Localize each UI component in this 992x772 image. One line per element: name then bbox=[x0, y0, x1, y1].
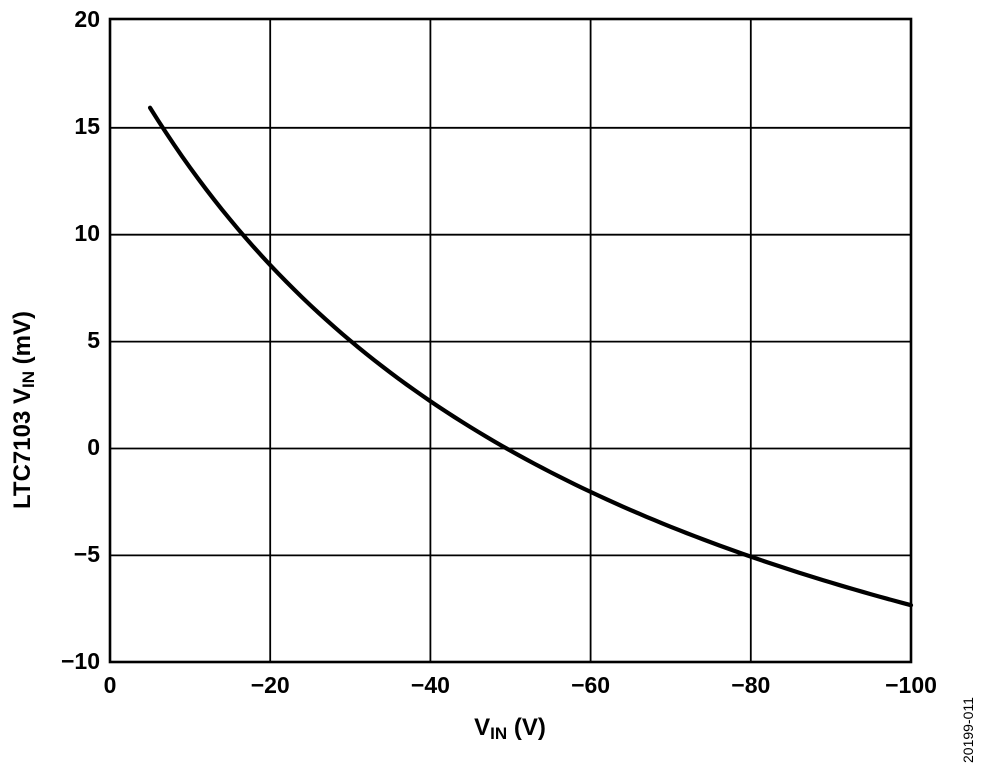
svg-text:20199-011: 20199-011 bbox=[960, 697, 976, 763]
svg-text:LTC7103 VIN (mV): LTC7103 VIN (mV) bbox=[9, 311, 38, 509]
svg-text:VIN (V): VIN (V) bbox=[474, 714, 546, 743]
svg-text:−100: −100 bbox=[885, 672, 937, 698]
svg-text:−5: −5 bbox=[74, 541, 100, 567]
svg-text:0: 0 bbox=[87, 434, 100, 460]
svg-text:10: 10 bbox=[74, 220, 100, 246]
svg-text:5: 5 bbox=[87, 327, 100, 353]
svg-text:−40: −40 bbox=[411, 672, 450, 698]
svg-text:−10: −10 bbox=[61, 648, 100, 674]
svg-text:−60: −60 bbox=[571, 672, 610, 698]
svg-text:−80: −80 bbox=[731, 672, 770, 698]
svg-text:0: 0 bbox=[104, 672, 117, 698]
svg-text:15: 15 bbox=[74, 113, 100, 139]
svg-text:20: 20 bbox=[74, 6, 100, 32]
svg-text:−20: −20 bbox=[251, 672, 290, 698]
